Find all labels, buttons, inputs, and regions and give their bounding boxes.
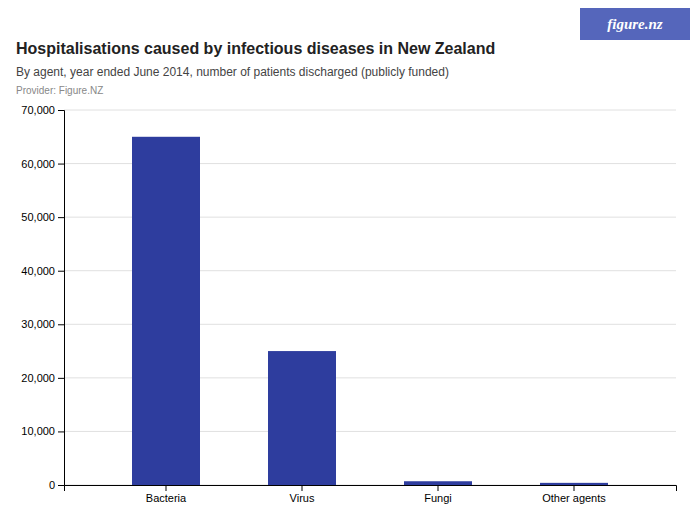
tick: 30,000 (21, 318, 64, 330)
tick-mark (58, 324, 64, 325)
tick-mark (58, 217, 64, 218)
title: Hospitalisations caused by infectious di… (16, 40, 495, 57)
grid (64, 110, 676, 485)
tick: Bacteria (146, 485, 187, 504)
tick-mark (574, 485, 575, 491)
tick: 70,000 (21, 104, 64, 116)
logo: figure.nz (580, 8, 690, 40)
tick-label: 0 (49, 479, 55, 491)
bar (132, 137, 200, 485)
tick-label: Other agents (542, 492, 606, 504)
bar (540, 483, 608, 485)
tick-label: 30,000 (21, 318, 55, 330)
tick: 10,000 (21, 425, 64, 437)
tick-label: 20,000 (21, 372, 55, 384)
tick-mark (58, 110, 64, 111)
tick: Fungi (424, 485, 452, 504)
tick-label: Virus (290, 492, 315, 504)
provider: Provider: Figure.NZ (16, 85, 103, 96)
tick-mark (58, 164, 64, 165)
tick: 40,000 (21, 265, 64, 277)
tick-mark (58, 431, 64, 432)
logo-text: figure.nz (607, 16, 663, 32)
tick-mark (302, 485, 303, 491)
logo-box (580, 8, 690, 40)
tick-label: Fungi (424, 492, 452, 504)
tick: 60,000 (21, 158, 64, 170)
tick-label: 10,000 (21, 425, 55, 437)
tick-label: Bacteria (146, 492, 187, 504)
tick: 20,000 (21, 372, 64, 384)
bar (404, 481, 472, 485)
tick-mark (166, 485, 167, 491)
subtitle: By agent, year ended June 2014, number o… (16, 65, 449, 79)
axis-line (65, 486, 677, 492)
chart: figure.nz Hospitalisations caused by infe… (0, 0, 700, 525)
plot: 0 10,000 20,000 30,000 40,000 50,000 60,000 70,… (21, 104, 676, 504)
x-axis: Bacteria Virus Fungi Other agents (65, 485, 677, 504)
tick: Virus (290, 485, 315, 504)
tick: Other agents (542, 485, 606, 504)
tick-label: 60,000 (21, 158, 55, 170)
tick-mark (438, 485, 439, 491)
tick-label: 50,000 (21, 211, 55, 223)
grid-line (64, 110, 676, 111)
bars (132, 137, 608, 485)
y-axis: 0 10,000 20,000 30,000 40,000 50,000 60,000 70,… (21, 104, 64, 491)
tick: 50,000 (21, 211, 64, 223)
tick-label: 70,000 (21, 104, 55, 116)
tick-mark (58, 485, 64, 486)
tick-mark (58, 378, 64, 379)
tick-mark (58, 271, 64, 272)
tick: 0 (49, 479, 64, 491)
axis-line (58, 111, 65, 486)
bar (268, 351, 336, 485)
tick-label: 40,000 (21, 265, 55, 277)
